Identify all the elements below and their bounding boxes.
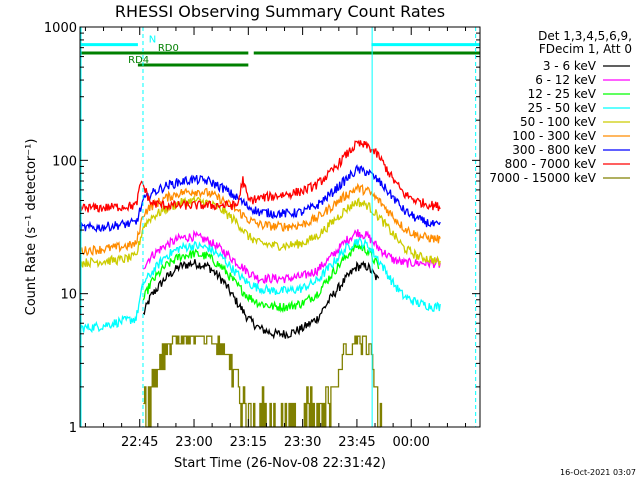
series-50-100-kev	[79, 195, 441, 270]
legend: Det 1,3,4,5,6,9, FDecim 1, Att 0 3 - 6 k…	[489, 29, 632, 185]
timestamp: 16-Oct-2021 03:07	[560, 468, 636, 477]
flag-label-rd4: RD4	[128, 55, 149, 66]
chart-title: RHESSI Observing Summary Count Rates	[115, 2, 445, 21]
legend-label-12-25-kev: 12 - 25 keV	[528, 87, 597, 101]
legend-label-25-50-kev: 25 - 50 keV	[528, 101, 597, 115]
y-axis: 1 10 100 1000	[44, 21, 480, 436]
x-tick-label-00-00: 00:00	[392, 435, 429, 450]
series-layer	[79, 139, 441, 428]
series-800-7000-kev	[79, 139, 441, 213]
series-300-800-kev	[79, 164, 441, 233]
legend-label-100-300-kev: 100 - 300 keV	[512, 129, 596, 143]
flag-label-rd0: RD0	[158, 43, 179, 54]
legend-label-6-12-kev: 6 - 12 keV	[535, 73, 597, 87]
x-tick-label-23-30: 23:30	[284, 435, 321, 450]
series-12-25-kev	[142, 242, 380, 314]
series-3-6-kev	[142, 259, 380, 340]
legend-header-line-1: Det 1,3,4,5,6,9,	[538, 29, 632, 43]
marker-lines	[80, 27, 477, 427]
series-100-300-kev	[79, 182, 441, 257]
x-axis: 22:45 23:00 23:15 23:30 23:45 00:00	[84, 27, 467, 450]
legend-label-800-7000-kev: 800 - 7000 keV	[505, 157, 597, 171]
plot-frame	[79, 26, 481, 428]
y-axis-label: Count Rate (s⁻¹ detector⁻¹)	[24, 139, 39, 316]
y-tick-label-1000: 1000	[44, 21, 77, 36]
y-tick-label-10: 10	[60, 288, 77, 303]
legend-header-line-2: FDecim 1, Att 0	[539, 42, 632, 56]
legend-label-300-800-kev: 300 - 800 keV	[512, 143, 596, 157]
legend-label-7000-15000-kev: 7000 - 15000 keV	[489, 171, 596, 185]
y-tick-label-1: 1	[69, 421, 77, 436]
y-tick-label-100: 100	[52, 154, 77, 169]
series-25-50-kev	[79, 236, 441, 334]
flag-label-n: N	[149, 35, 156, 46]
series-7000-15000-kev	[143, 335, 383, 428]
x-tick-label-22-45: 22:45	[121, 435, 158, 450]
legend-label-3-6-kev: 3 - 6 keV	[543, 59, 597, 73]
x-tick-label-23-15: 23:15	[230, 435, 267, 450]
legend-label-50-100-kev: 50 - 100 keV	[520, 115, 597, 129]
series-6-12-kev	[142, 229, 441, 286]
x-tick-label-23-00: 23:00	[175, 435, 212, 450]
x-axis-label: Start Time (26-Nov-08 22:31:42)	[174, 456, 386, 471]
x-tick-label-23-45: 23:45	[338, 435, 375, 450]
